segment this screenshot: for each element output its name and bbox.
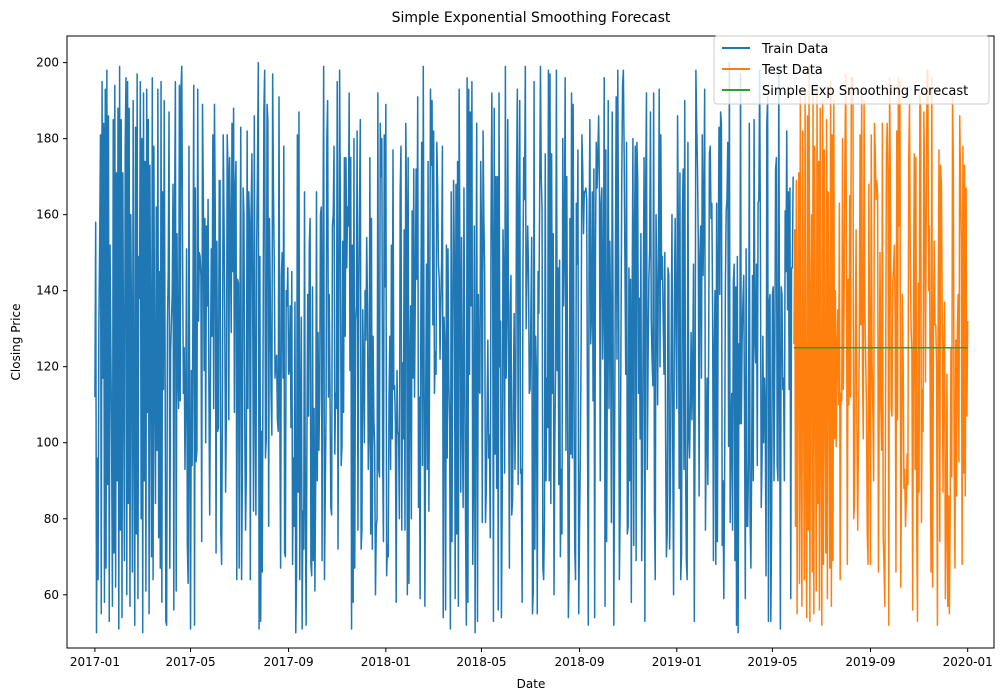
x-tick-label: 2018-09 xyxy=(554,655,604,669)
y-axis-label: Closing Price xyxy=(9,304,23,381)
x-tick-label: 2018-01 xyxy=(361,655,411,669)
x-tick-label: 2019-01 xyxy=(652,655,702,669)
series-line-test-data xyxy=(793,65,969,626)
x-tick-label: 2019-09 xyxy=(845,655,895,669)
plot-frame xyxy=(66,35,995,649)
x-axis: 2017-01 2017-05 2017-09 2018-01 2018-05 2018-… xyxy=(70,648,993,669)
x-tick-label: 2018-05 xyxy=(456,655,506,669)
legend-entry: Test Data xyxy=(761,63,823,78)
x-tick-label: 2017-09 xyxy=(264,655,314,669)
chart-title: Simple Exponential Smoothing Forecast xyxy=(392,10,671,26)
series-layer xyxy=(94,61,969,634)
y-tick-label: 120 xyxy=(36,360,59,374)
y-tick-label: 100 xyxy=(36,436,59,450)
x-tick-label: 2017-01 xyxy=(70,655,120,669)
x-tick-label: 2017-05 xyxy=(165,655,215,669)
x-tick-label: 2020-01 xyxy=(943,655,993,669)
y-tick-label: 160 xyxy=(36,208,59,222)
x-tick-label: 2019-05 xyxy=(747,655,797,669)
y-tick-label: 200 xyxy=(36,56,59,70)
x-axis-label: Date xyxy=(517,677,546,691)
legend: Train Data Test Data Simple Exp Smoothing … xyxy=(713,35,990,105)
y-tick-label: 180 xyxy=(36,132,59,146)
axes-layer xyxy=(66,35,995,649)
y-tick-label: 60 xyxy=(44,588,59,602)
legend-box xyxy=(713,35,990,105)
y-tick-label: 140 xyxy=(36,284,59,298)
y-axis: 60 80 100 120 140 160 180 200 xyxy=(36,56,67,602)
legend-entry: Train Data xyxy=(761,42,828,57)
series-line-train-data xyxy=(94,61,794,634)
legend-entry: Simple Exp Smoothing Forecast xyxy=(762,84,968,99)
y-tick-label: 80 xyxy=(44,512,59,526)
